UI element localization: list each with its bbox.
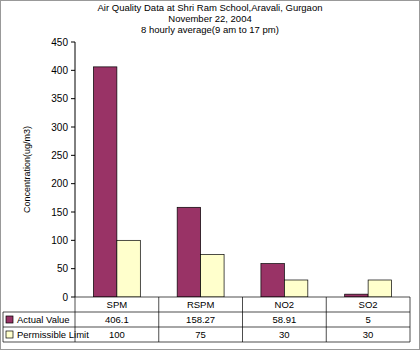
y-tick-label: 150 bbox=[51, 207, 68, 218]
legend-label: Actual Value bbox=[17, 314, 70, 325]
table-line bbox=[242, 297, 243, 342]
y-tick bbox=[71, 98, 75, 99]
bar bbox=[368, 280, 391, 297]
bar bbox=[93, 67, 116, 297]
y-tick-label: 400 bbox=[51, 65, 68, 76]
y-tick-label: 0 bbox=[62, 292, 68, 303]
bar bbox=[261, 264, 284, 297]
y-tick-label: 250 bbox=[51, 150, 68, 161]
title: Air Quality Data at Shri Ram School,Arav… bbox=[98, 2, 323, 13]
table-line bbox=[158, 297, 159, 342]
table-line bbox=[326, 297, 327, 342]
y-tick bbox=[71, 183, 75, 184]
table-value: 5 bbox=[365, 314, 370, 325]
y-tick-label: 200 bbox=[51, 178, 68, 189]
y-tick bbox=[71, 70, 75, 71]
table-value: 158.27 bbox=[186, 314, 215, 325]
chart: Air Quality Data at Shri Ram School,Arav… bbox=[0, 0, 420, 350]
y-tick bbox=[71, 212, 75, 213]
bar bbox=[284, 280, 307, 297]
x-tick-label: SPM bbox=[107, 299, 128, 310]
x-tick-label: NO2 bbox=[275, 299, 295, 310]
x-tick-label: SO2 bbox=[359, 299, 378, 310]
bars bbox=[93, 67, 391, 297]
table-value: 75 bbox=[195, 329, 206, 340]
y-axis-label: Concentration(ug/m3) bbox=[22, 126, 32, 213]
y-tick bbox=[71, 42, 75, 43]
table-line bbox=[3, 312, 4, 342]
table-value: 58.91 bbox=[272, 314, 296, 325]
bar bbox=[345, 294, 368, 297]
legend-swatch bbox=[6, 331, 13, 338]
table-value: 30 bbox=[363, 329, 374, 340]
y-tick bbox=[71, 297, 75, 298]
chart-frame bbox=[1, 1, 420, 350]
table-value: 100 bbox=[109, 329, 125, 340]
legend-swatch bbox=[6, 316, 13, 323]
bar bbox=[201, 255, 224, 298]
y-tick-label: 50 bbox=[57, 263, 69, 274]
table-value: 30 bbox=[279, 329, 290, 340]
y-axis bbox=[75, 42, 76, 297]
title: 8 hourly average(9 am to 17 pm) bbox=[141, 24, 279, 35]
y-tick bbox=[71, 268, 75, 269]
title: November 22, 2004 bbox=[168, 13, 251, 24]
table-value: 406.1 bbox=[105, 314, 129, 325]
table-line bbox=[3, 327, 410, 328]
y-tick-label: 450 bbox=[51, 37, 68, 48]
x-tick-label: RSPM bbox=[187, 299, 215, 310]
y-tick-label: 300 bbox=[51, 122, 68, 133]
y-tick bbox=[71, 240, 75, 241]
table-line bbox=[3, 312, 410, 313]
bar bbox=[177, 207, 200, 297]
legend-label: Permissible Limit bbox=[17, 329, 89, 340]
table-line bbox=[410, 297, 411, 342]
y-tick-label: 100 bbox=[51, 235, 68, 246]
y-tick-label: 350 bbox=[51, 93, 68, 104]
bar bbox=[117, 240, 140, 297]
y-tick bbox=[71, 127, 75, 128]
table-line bbox=[3, 342, 410, 343]
y-tick bbox=[71, 155, 75, 156]
